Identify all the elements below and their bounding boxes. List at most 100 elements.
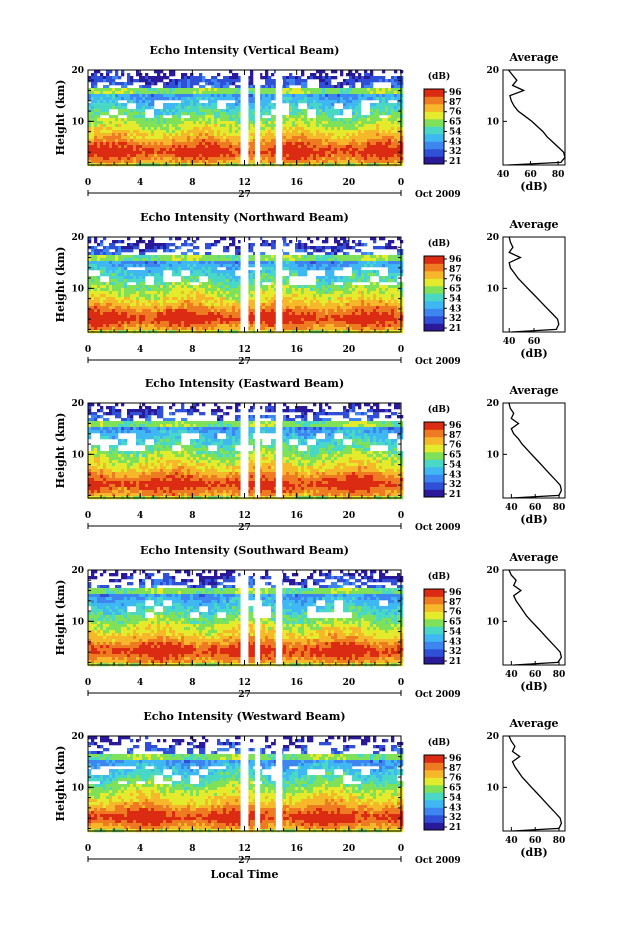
colorbar-tick-label: 96: [449, 88, 462, 98]
panel-title: Echo Intensity (Vertical Beam): [149, 44, 339, 57]
x-tick-label: 0: [85, 345, 91, 355]
average-y-tick-label: 20: [486, 399, 499, 409]
colorbar-swatch: [424, 634, 444, 642]
panel-4: Echo Intensity (Southward Beam) 20 10 Heigh…: [54, 544, 566, 700]
colorbar-swatch: [424, 474, 444, 483]
average-y-tick-label: 20: [486, 233, 499, 243]
y-axis-label: Height (km): [54, 580, 67, 656]
average-y-tick-label: 20: [486, 566, 499, 576]
average-x-tick-label: 40: [505, 836, 518, 846]
colorbar-unit: (dB): [428, 404, 450, 415]
date-label: Oct 2009: [415, 523, 461, 533]
data-gap: [254, 70, 261, 165]
day-label: 27: [238, 856, 251, 866]
x-tick-label: 12: [238, 511, 251, 521]
colorbar-tick-label: 96: [449, 754, 462, 764]
average-x-label: (dB): [520, 680, 547, 693]
data-gap: [275, 570, 283, 665]
colorbar-tick-label: 32: [449, 147, 462, 157]
colorbar-tick-label: 32: [449, 647, 462, 657]
colorbar-swatch: [424, 104, 444, 112]
colorbar-tick-label: 32: [449, 314, 462, 324]
heatmap: [88, 237, 404, 334]
x-tick-label: 20: [343, 178, 356, 188]
colorbar-swatch: [424, 126, 444, 135]
x-tick-label: 4: [137, 178, 143, 188]
colorbar-tick-label: 65: [449, 784, 462, 794]
colorbar-tick-label: 32: [449, 480, 462, 490]
colorbar-tick-label: 43: [449, 803, 462, 813]
average-frame: [502, 735, 566, 832]
colorbar-tick-label: 76: [449, 108, 462, 118]
colorbar-swatch: [424, 278, 444, 287]
y-tick-label: 10: [71, 450, 84, 460]
colorbar-tick-label: 87: [449, 98, 462, 108]
date-label: Oct 2009: [415, 690, 461, 700]
data-gap: [254, 237, 261, 332]
y-tick-label: 20: [71, 399, 84, 409]
y-tick-label: 10: [71, 783, 84, 793]
average-x-tick-label: 60: [529, 836, 542, 846]
average-profile-line: [508, 402, 563, 499]
x-tick-label: 20: [343, 345, 356, 355]
average-title: Average: [508, 717, 558, 730]
average-y-tick-label: 10: [486, 284, 499, 294]
colorbar-swatch: [424, 271, 444, 279]
x-tick-label: 8: [189, 678, 195, 688]
average-y-tick-label: 20: [486, 66, 499, 76]
colorbar-swatch: [424, 141, 444, 150]
average-profile-line: [508, 236, 560, 333]
average-x-tick-label: 80: [552, 170, 565, 180]
colorbar-swatch: [424, 444, 444, 453]
day-label: 27: [238, 357, 251, 367]
average-title: Average: [508, 51, 558, 64]
colorbar-swatch: [424, 762, 444, 771]
x-tick-label: 0: [398, 678, 404, 688]
colorbar-swatch: [424, 815, 444, 823]
average-profile-line: [507, 69, 566, 166]
average-x-label: (dB): [520, 180, 547, 193]
x-tick-label: 4: [137, 844, 143, 854]
colorbar-tick-label: 54: [449, 793, 462, 803]
colorbar-swatch: [424, 89, 444, 97]
colorbar-swatch: [424, 293, 444, 302]
data-gap: [240, 570, 249, 665]
colorbar-swatch: [424, 807, 444, 816]
colorbar-swatch: [424, 96, 444, 105]
colorbar-swatch: [424, 822, 444, 831]
colorbar-swatch: [424, 626, 444, 635]
colorbar-tick-label: 87: [449, 431, 462, 441]
colorbar-swatch: [424, 134, 444, 142]
panel-3: Echo Intensity (Eastward Beam) 20 10 Height…: [54, 377, 566, 533]
day-label: 27: [238, 690, 251, 700]
colorbar-frame: [423, 588, 445, 665]
colorbar-swatch: [424, 263, 444, 272]
colorbar-tick-label: 32: [449, 813, 462, 823]
average-frame: [502, 569, 566, 666]
data-gap: [254, 403, 261, 498]
y-tick-label: 20: [71, 566, 84, 576]
colorbar-swatch: [424, 482, 444, 490]
x-tick-label: 0: [398, 844, 404, 854]
colorbar-tick-label: 76: [449, 774, 462, 784]
x-tick-label: 0: [85, 178, 91, 188]
panel-5: Echo Intensity (Westward Beam) 20 10 Height…: [54, 710, 566, 866]
x-tick-label: 0: [85, 678, 91, 688]
data-gap: [254, 736, 261, 831]
colorbar-tick-label: 76: [449, 275, 462, 285]
x-tick-label: 12: [238, 844, 251, 854]
x-tick-label: 12: [238, 345, 251, 355]
data-gap: [240, 736, 249, 831]
average-x-label: (dB): [520, 513, 547, 526]
x-tick-label: 4: [137, 511, 143, 521]
colorbar-unit: (dB): [428, 238, 450, 249]
colorbar-swatch: [424, 589, 444, 597]
panel-title: Echo Intensity (Northward Beam): [140, 211, 349, 224]
average-x-tick-label: 40: [505, 670, 518, 680]
colorbar-swatch: [424, 596, 444, 605]
data-gap: [254, 570, 261, 665]
panel-title: Echo Intensity (Southward Beam): [140, 544, 349, 557]
colorbar-tick-label: 43: [449, 470, 462, 480]
colorbar-tick-label: 54: [449, 460, 462, 470]
